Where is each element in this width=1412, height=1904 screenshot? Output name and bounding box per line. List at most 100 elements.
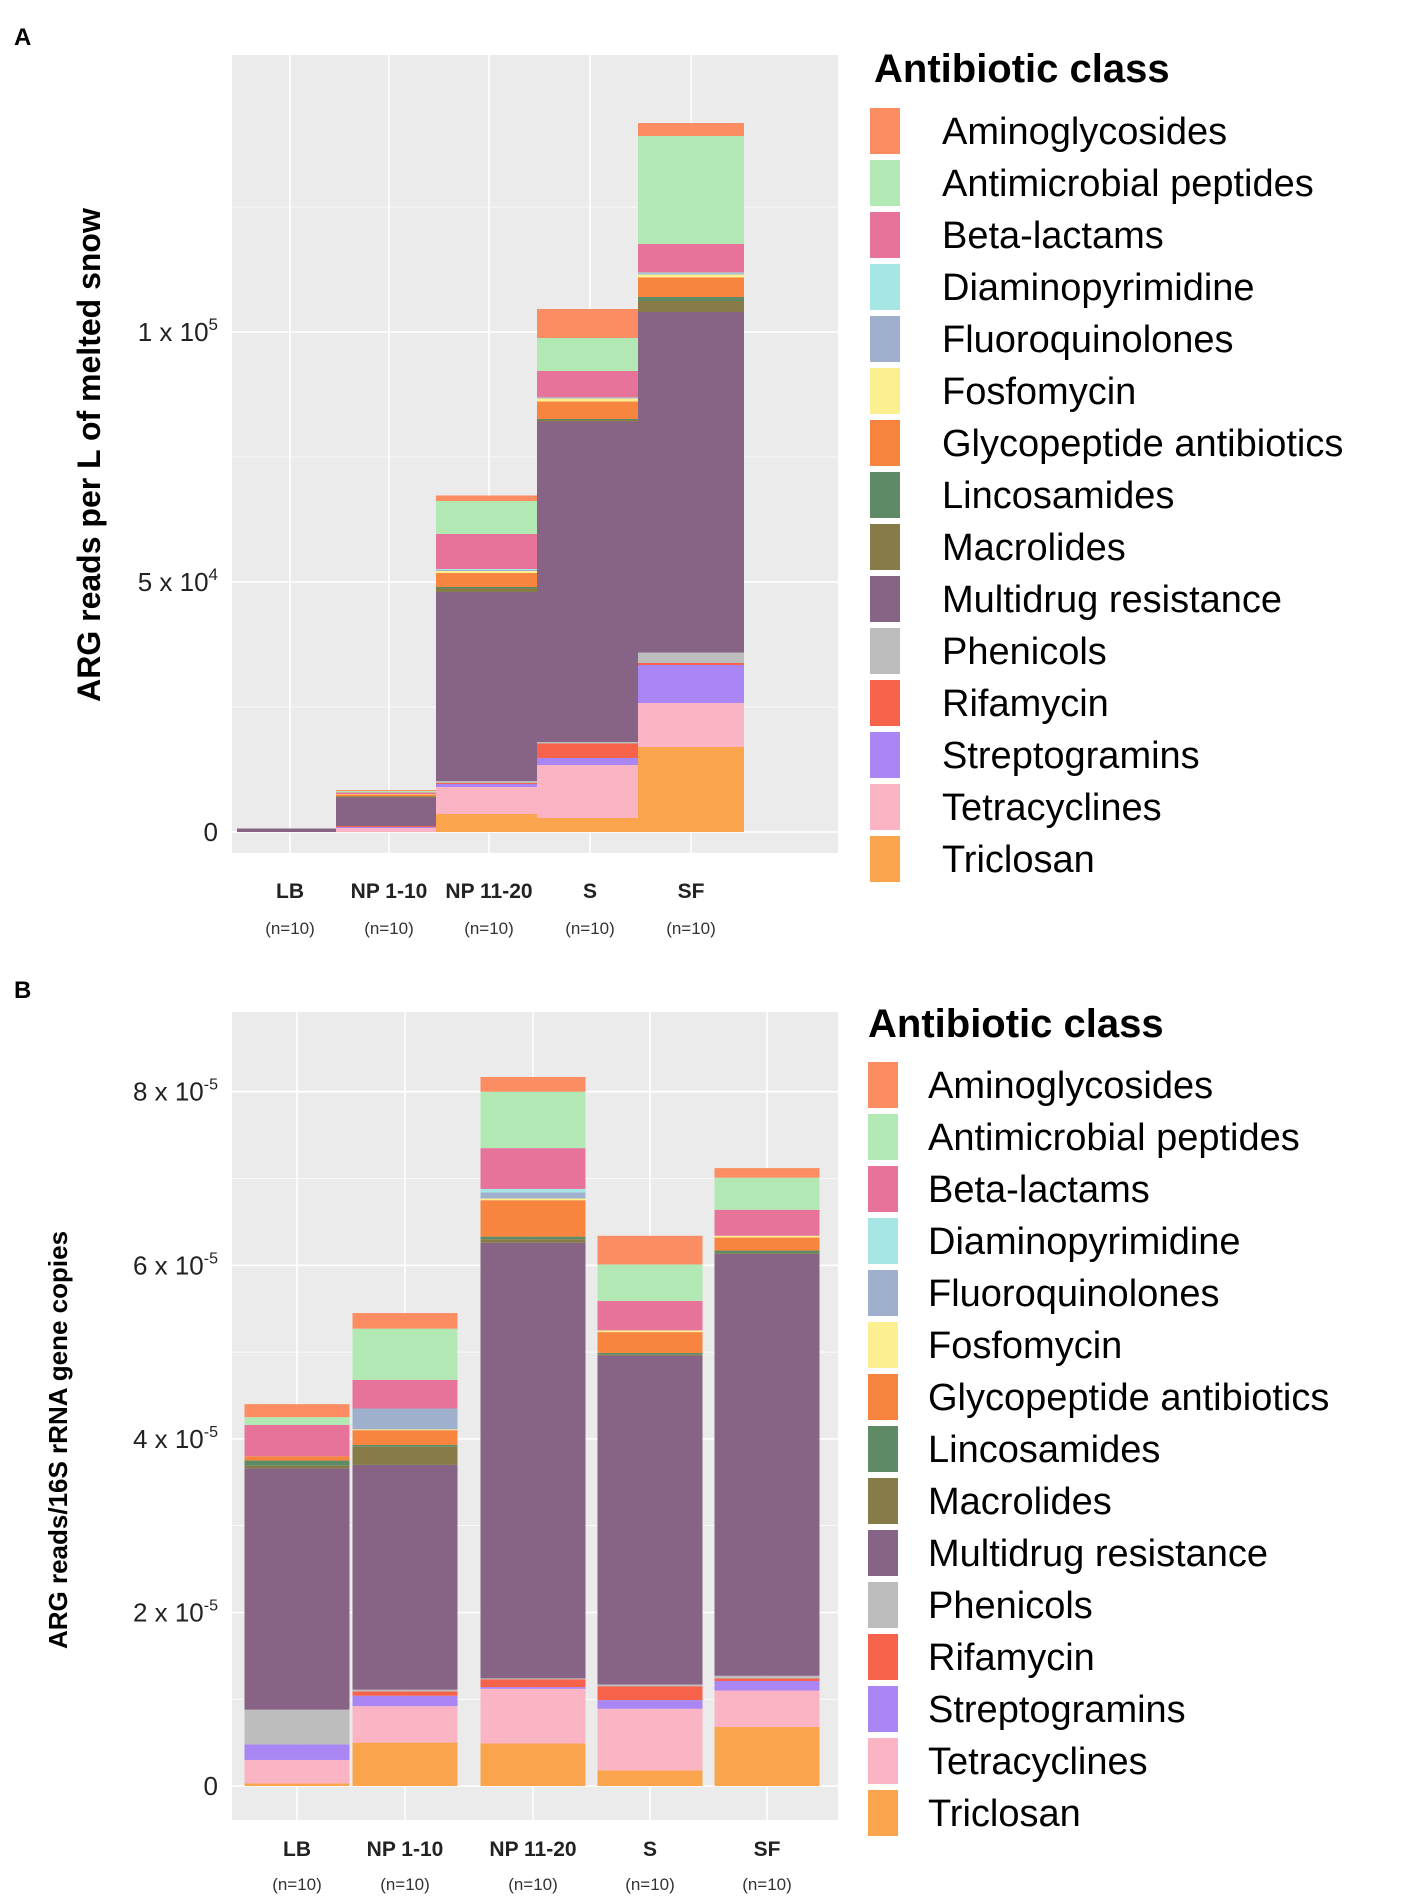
legend-label: Rifamycin [942, 683, 1109, 725]
bar-segment-antimicrobial-peptides [244, 1417, 350, 1425]
bar-segment-phenicols [714, 1675, 820, 1679]
bar-segment-diaminopyrimidine [480, 1188, 586, 1193]
y-tick-exponent: -5 [204, 1077, 218, 1094]
bar-segment-glycopeptide-antibiotics [714, 1237, 820, 1251]
x-tick-label: LB [276, 880, 304, 903]
panel-b-bars [244, 1076, 820, 1786]
y-tick-base: 1 x 10 [138, 317, 209, 347]
bar-segment-antimicrobial-peptides [336, 791, 442, 793]
legend-label: Aminoglycosides [942, 111, 1227, 153]
legend-item-streptogramins: Streptogramins [870, 732, 1200, 778]
bar-segment-rifamycin [480, 1679, 586, 1688]
legend-label: Fluoroquinolones [942, 319, 1234, 361]
bar-segment-diaminopyrimidine [436, 569, 542, 570]
bar-segment-streptogramins [352, 1695, 458, 1707]
sample-size-label: (n=10) [364, 919, 414, 938]
y-tick-label: 4 x 10-5 [133, 1424, 218, 1454]
legend-label: Streptogramins [928, 1689, 1186, 1731]
bar-segment-glycopeptide-antibiotics [244, 1456, 350, 1461]
bar-segment-fosfomycin [352, 1429, 458, 1431]
legend-item-streptogramins: Streptogramins [868, 1686, 1186, 1732]
bar-segment-rifamycin [714, 1678, 820, 1681]
legend-swatch [870, 420, 900, 466]
y-tick-label: 2 x 10-5 [133, 1597, 218, 1627]
legend-label: Fluoroquinolones [928, 1273, 1220, 1315]
legend-label: Macrolides [928, 1481, 1112, 1523]
bar-segment-aminoglycosides [336, 790, 442, 791]
legend-swatch [870, 836, 900, 882]
legend-swatch [868, 1374, 898, 1420]
bar-segment-streptogramins [480, 1687, 586, 1689]
bar-segment-glycopeptide-antibiotics [597, 1332, 703, 1353]
bar-segment-triclosan [638, 747, 744, 832]
legend-swatch [870, 784, 900, 830]
bar-segment-fluoroquinolones [638, 273, 744, 275]
bar-segment-multidrug-resistance [244, 1468, 350, 1710]
bar-segment-streptogramins [714, 1680, 820, 1691]
bar-segment-triclosan [537, 818, 643, 832]
legend-label: Macrolides [942, 527, 1126, 569]
bar-segment-phenicols [436, 781, 542, 783]
y-tick-label: 0 [204, 817, 218, 847]
bar-segment-macrolides [480, 1239, 586, 1243]
bar-segment-macrolides [244, 1465, 350, 1469]
panel-b-y-axis-title: ARG reads/16S rRNA gene copies [43, 1231, 73, 1649]
bar-segment-lincosamides [244, 1460, 350, 1466]
legend-swatch [868, 1686, 898, 1732]
legend-label: Phenicols [942, 631, 1107, 673]
legend-title: Antibiotic class [874, 47, 1170, 91]
legend-swatch [868, 1530, 898, 1576]
bar-segment-aminoglycosides [537, 309, 643, 338]
bar-stack-sf [638, 123, 744, 832]
legend-item-lincosamides: Lincosamides [868, 1426, 1160, 1472]
bar-segment-fosfomycin [537, 398, 643, 402]
legend-label: Glycopeptide antibiotics [942, 423, 1343, 465]
bar-segment-antimicrobial-peptides [436, 501, 542, 534]
legend-swatch [870, 264, 900, 310]
legend-swatch [870, 576, 900, 622]
bar-segment-fluoroquinolones [480, 1192, 586, 1199]
legend-swatch [868, 1114, 898, 1160]
legend-label: Lincosamides [942, 475, 1174, 517]
legend-item-beta-lactams: Beta-lactams [870, 212, 1164, 258]
legend-label: Diaminopyrimidine [928, 1221, 1241, 1263]
legend-swatch [868, 1738, 898, 1784]
bar-segment-macrolides [352, 1446, 458, 1465]
legend-swatch [868, 1322, 898, 1368]
legend-item-lincosamides: Lincosamides [870, 472, 1174, 518]
bar-segment-rifamycin [537, 743, 643, 758]
bar-segment-triclosan [436, 814, 542, 832]
bar-segment-multidrug-resistance [336, 797, 442, 826]
legend-swatch [870, 628, 900, 674]
bar-segment-antimicrobial-peptides [352, 1328, 458, 1380]
bar-segment-macrolides [638, 301, 744, 312]
bar-segment-fluoroquinolones [352, 1408, 458, 1430]
bar-segment-glycopeptide-antibiotics [352, 1430, 458, 1445]
bar-segment-aminoglycosides [352, 1313, 458, 1329]
bar-segment-aminoglycosides [244, 1404, 350, 1418]
legend-swatch [870, 212, 900, 258]
bar-segment-beta-lactams [638, 244, 744, 273]
legend-label: Beta-lactams [942, 215, 1164, 257]
legend-title: Antibiotic class [868, 1002, 1164, 1046]
legend-label: Beta-lactams [928, 1169, 1150, 1211]
bar-segment-glycopeptide-antibiotics [480, 1200, 586, 1237]
bar-stack-np-1-10 [336, 790, 442, 832]
bar-segment-tetracyclines [480, 1688, 586, 1744]
sample-size-label: (n=10) [565, 919, 615, 938]
legend-label: Antimicrobial peptides [928, 1117, 1300, 1159]
bar-segment-lincosamides [638, 297, 744, 301]
panel-a-y-ticks: 0 5 x 104 1 x 105 [138, 315, 218, 847]
legend-swatch [870, 472, 900, 518]
sample-size-label: (n=10) [464, 919, 514, 938]
bar-segment-streptogramins [336, 827, 442, 828]
panel-b-chart: 02 x 10-54 x 10-56 x 10-58 x 10-5 LB(n=1… [43, 1002, 1329, 1894]
sample-size-label: (n=10) [625, 1875, 675, 1894]
legend-item-macrolides: Macrolides [868, 1478, 1112, 1524]
bar-segment-antimicrobial-peptides [714, 1177, 820, 1210]
legend-item-multidrug-resistance: Multidrug resistance [870, 576, 1282, 622]
legend-label: Triclosan [942, 839, 1095, 881]
bar-segment-beta-lactams [336, 792, 442, 794]
legend-item-diaminopyrimidine: Diaminopyrimidine [870, 264, 1255, 310]
bar-segment-tetracyclines [352, 1706, 458, 1743]
